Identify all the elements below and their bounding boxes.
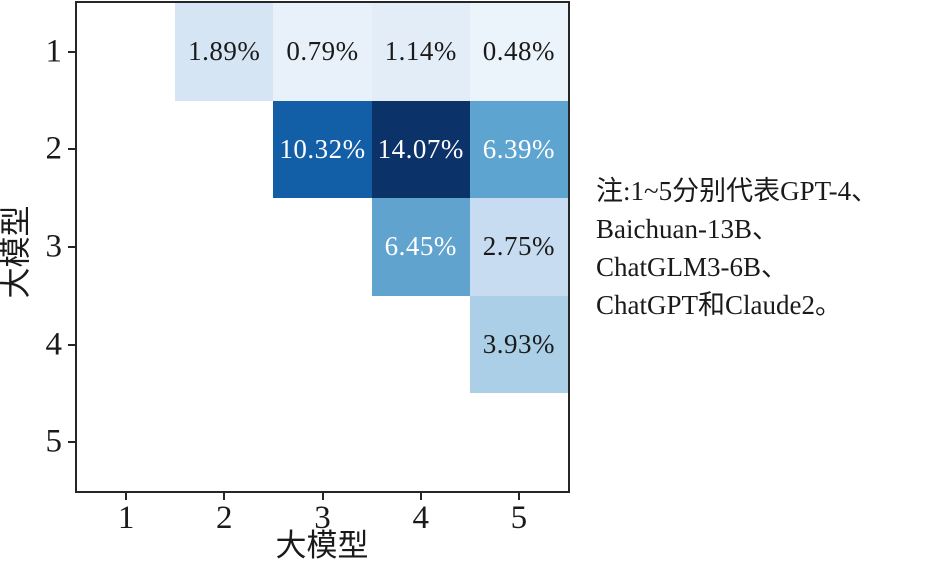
x-tick-label: 1	[117, 500, 135, 536]
note-line: Baichuan-13B、	[596, 214, 779, 244]
heatmap-cell: 1.89%	[175, 3, 274, 101]
y-tick-mark	[68, 246, 75, 248]
y-tick-label: 5	[45, 423, 63, 460]
x-tick-label: 5	[510, 500, 528, 536]
note-line: 注:1~5分别代表GPT-4、	[596, 176, 879, 206]
y-tick-label: 1	[45, 33, 63, 70]
x-tick-mark	[517, 493, 520, 500]
y-tick-mark	[68, 343, 75, 346]
x-tick-mark	[419, 493, 422, 500]
y-tick-label: 3	[45, 228, 63, 265]
y-tick-mark	[68, 441, 75, 444]
y-tick-mark	[68, 50, 75, 53]
heatmap-plot: 1.89% 0.79% 1.14% 0.48% 10.32% 14.07% 6.39% 6.4…	[75, 1, 570, 493]
x-axis-label: 大模型	[275, 528, 369, 563]
heatmap-cell: 2.75%	[469, 198, 568, 296]
heatmap-cell: 10.32%	[273, 100, 372, 199]
x-tick-mark	[223, 493, 226, 500]
heatmap-cell: 1.14%	[371, 3, 470, 101]
heatmap-cell: 6.45%	[371, 198, 470, 296]
y-tick-mark	[68, 148, 75, 151]
x-tick-label: 2	[216, 500, 233, 536]
x-tick-mark	[321, 493, 324, 500]
y-tick-label: 2	[45, 130, 63, 167]
heatmap-cell: 0.48%	[469, 3, 568, 101]
heatmap-cell: 3.93%	[469, 295, 568, 394]
note-line: ChatGLM3-6B、	[596, 252, 788, 282]
y-axis-label: 大模型	[0, 205, 34, 299]
heatmap-cell: 14.07%	[371, 100, 470, 199]
heatmap-cell: 6.39%	[469, 100, 568, 199]
note-line: ChatGPT和Claude2。	[596, 290, 842, 320]
x-tick-label: 4	[412, 500, 429, 536]
x-tick-label: 3	[314, 500, 331, 536]
heatmap-cell: 0.79%	[273, 3, 372, 101]
note-annotation: 注:1~5分别代表GPT-4、 Baichuan-13B、 ChatGLM3-6B、…	[596, 172, 925, 324]
x-tick-mark	[125, 493, 128, 500]
y-tick-label: 4	[45, 326, 63, 363]
